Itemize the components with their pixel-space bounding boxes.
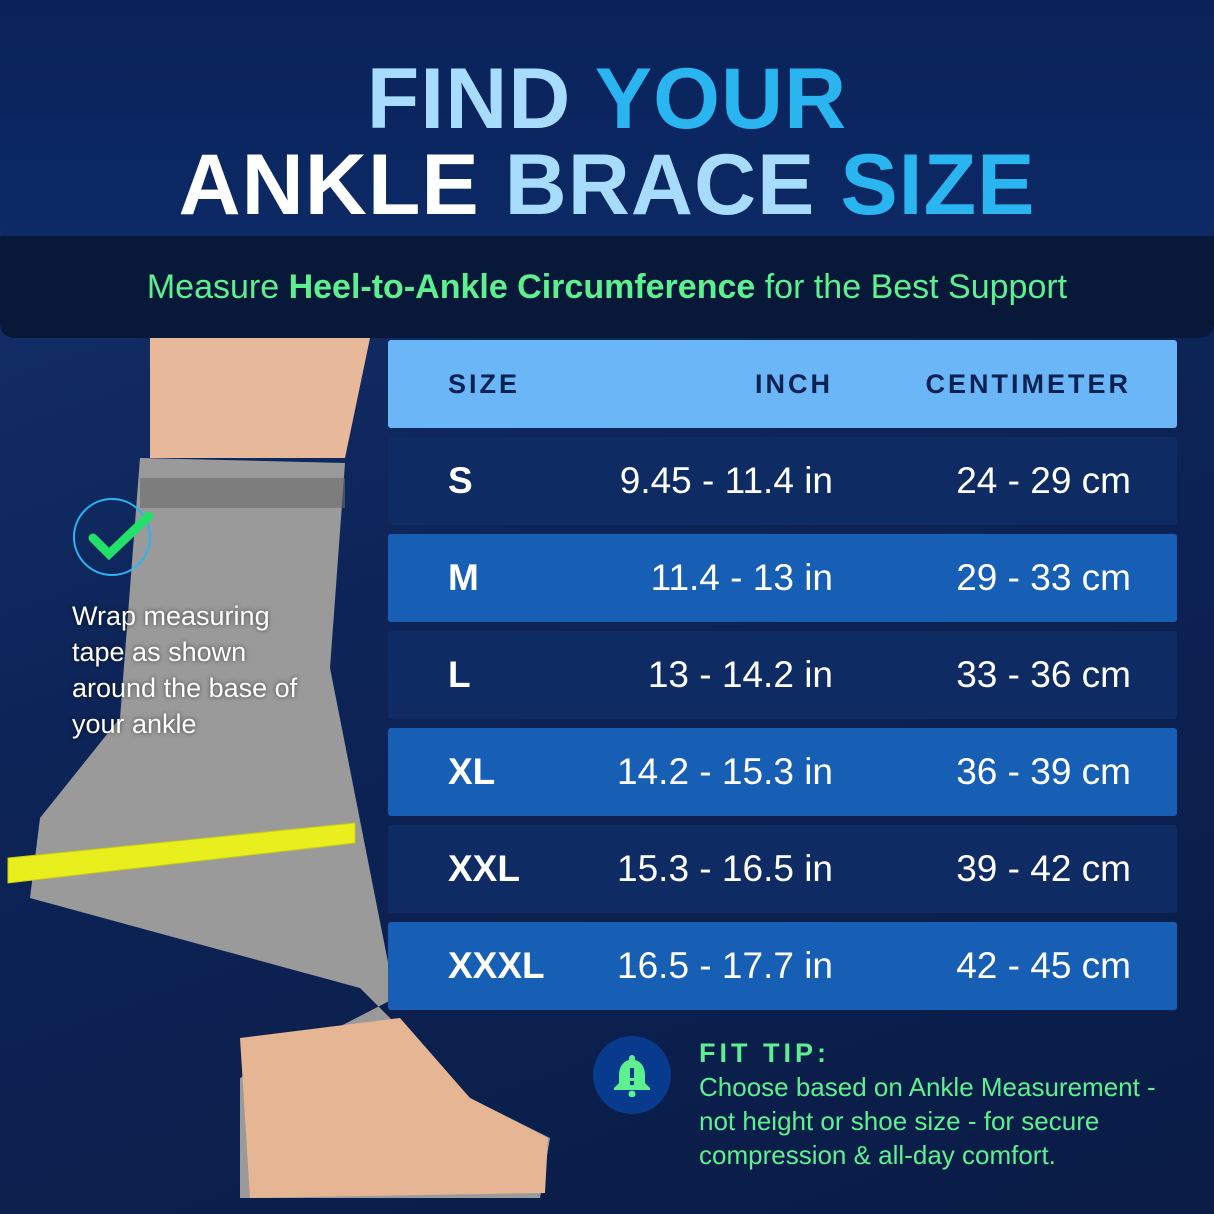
title-word: FIND bbox=[366, 51, 595, 147]
title-banner: FIND YOUR ANKLE BRACE SIZE bbox=[0, 0, 1214, 240]
table-row: M 11.4 - 13 in 29 - 33 cm bbox=[388, 534, 1177, 622]
title-word: ANKLE bbox=[178, 137, 505, 233]
inch-cell: 9.45 - 11.4 in bbox=[619, 460, 833, 501]
leg-skin bbox=[150, 338, 370, 458]
foot-skin bbox=[240, 1018, 548, 1198]
size-cell: L bbox=[448, 654, 471, 695]
size-cell: XXL bbox=[448, 848, 520, 889]
inch-cell: 15.3 - 16.5 in bbox=[617, 848, 833, 889]
table-row: XXL 15.3 - 16.5 in 39 - 42 cm bbox=[388, 825, 1177, 913]
cm-cell: 29 - 33 cm bbox=[956, 557, 1131, 598]
table-row: XL 14.2 - 15.3 in 36 - 39 cm bbox=[388, 728, 1177, 816]
cm-cell: 36 - 39 cm bbox=[956, 751, 1131, 792]
instruction-text: Wrap measuring tape as shown around the … bbox=[72, 601, 298, 739]
table-row: L 13 - 14.2 in 33 - 36 cm bbox=[388, 631, 1177, 719]
title-word: BRACE bbox=[504, 137, 841, 233]
bell-alert-icon bbox=[593, 1036, 671, 1114]
cm-cell: 39 - 42 cm bbox=[956, 848, 1131, 889]
brace-sleeve bbox=[30, 458, 550, 1198]
header-inch: INCH bbox=[755, 368, 833, 399]
size-cell: XL bbox=[448, 751, 496, 792]
subtitle-pre: Measure bbox=[146, 268, 289, 306]
title-line-1: FIND YOUR bbox=[0, 50, 1214, 149]
cm-cell: 33 - 36 cm bbox=[956, 654, 1131, 695]
size-chart-table: SIZE INCH CENTIMETER S 9.45 - 11.4 in 24 -… bbox=[388, 340, 1177, 1019]
header-size: SIZE bbox=[448, 368, 521, 399]
ankle-brace-illustration bbox=[7, 338, 550, 1198]
title-word: SIZE bbox=[840, 137, 1036, 233]
measuring-tape bbox=[7, 822, 356, 884]
fit-tip-text: Choose based on Ankle Measurement - not … bbox=[699, 1072, 1156, 1170]
title-line-2: ANKLE BRACE SIZE bbox=[0, 136, 1214, 235]
subtitle-post: for the Best Support bbox=[755, 268, 1068, 306]
fit-tip-heading: FIT TIP: bbox=[699, 1038, 830, 1068]
subtitle-bold: Heel-to-Ankle Circumference bbox=[288, 268, 756, 306]
inch-cell: 11.4 - 13 in bbox=[650, 557, 833, 598]
table-row: S 9.45 - 11.4 in 24 - 29 cm bbox=[388, 437, 1177, 525]
inch-cell: 14.2 - 15.3 in bbox=[617, 751, 833, 792]
inch-cell: 16.5 - 17.7 in bbox=[617, 945, 833, 986]
subtitle: Measure Heel-to-Ankle Circumference for … bbox=[0, 236, 1214, 338]
checkmark-icon bbox=[73, 498, 154, 576]
cm-cell: 42 - 45 cm bbox=[956, 945, 1131, 986]
title-word: YOUR bbox=[594, 51, 848, 147]
header-centimeter: CENTIMETER bbox=[925, 368, 1131, 399]
table-row: XXXL 16.5 - 17.7 in 42 - 45 cm bbox=[388, 922, 1177, 1010]
inch-cell: 13 - 14.2 in bbox=[647, 654, 833, 695]
table-header: SIZE INCH CENTIMETER bbox=[388, 340, 1177, 428]
size-cell: XXXL bbox=[448, 945, 545, 986]
cm-cell: 24 - 29 cm bbox=[956, 460, 1131, 501]
size-cell: S bbox=[448, 460, 473, 501]
size-cell: M bbox=[448, 557, 479, 598]
